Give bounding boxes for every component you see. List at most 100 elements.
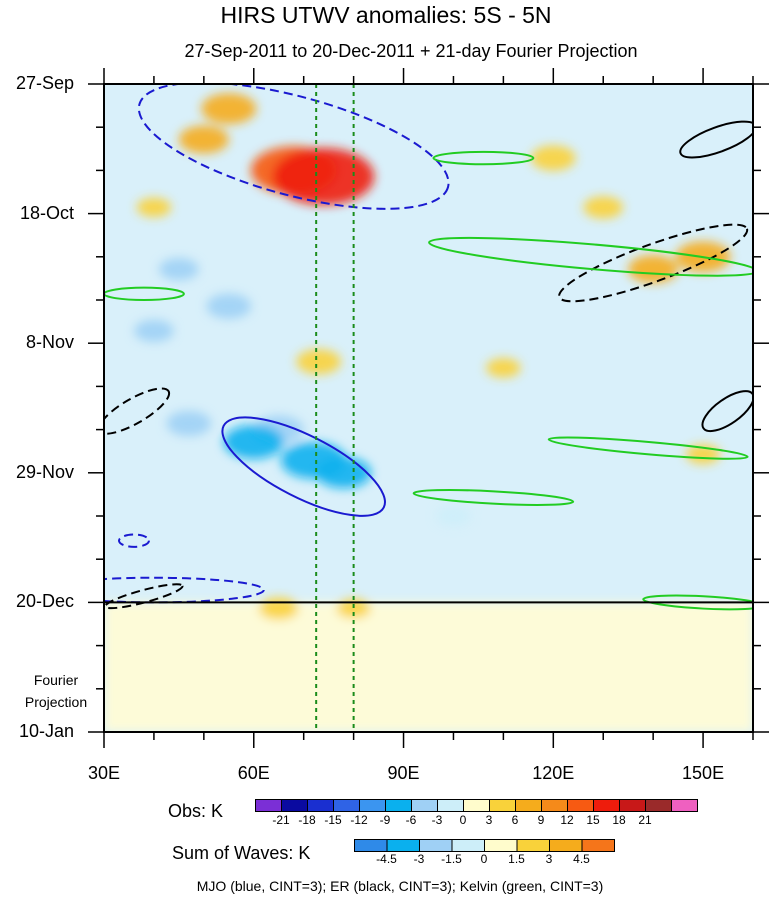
anomaly-patch [178, 125, 229, 154]
mjo-contour [117, 533, 150, 548]
colorbar-box [484, 839, 518, 852]
y-tick-label: 18-Oct [19, 202, 74, 223]
colorbar-box [541, 799, 568, 812]
colorbar-box [516, 839, 550, 852]
waves-colorbar-label: -1.5 [441, 852, 462, 866]
obs-colorbar-label: -3 [431, 813, 443, 827]
waves-colorbar [354, 839, 615, 852]
colorbar-box [515, 799, 542, 812]
obs-colorbar-label: -6 [405, 813, 417, 827]
y-tick-label: 27-Sep [15, 73, 74, 93]
anomaly-patch [486, 358, 521, 378]
anomaly-patch [336, 598, 371, 619]
colorbar-box [567, 799, 594, 812]
chart-title: HIRS UTWV anomalies: 5S - 5N [220, 2, 552, 28]
plot-frame [103, 83, 754, 733]
colorbar-box [333, 799, 360, 812]
obs-colorbar-label: 9 [537, 813, 545, 827]
obs-colorbar-label: -21 [272, 813, 290, 827]
er-contour [104, 583, 184, 610]
obs-legend-title: Obs: K [168, 801, 224, 821]
obs-colorbar-label: 0 [459, 813, 467, 827]
obs-colorbar [255, 799, 698, 812]
anomaly-patch [436, 506, 471, 526]
colorbar-box [307, 799, 334, 812]
chart-subtitle: 27-Sep-2011 to 20-Dec-2011 + 21-day Four… [184, 41, 638, 61]
x-tick-label: 120E [532, 763, 575, 783]
y-tick-label: 8-Nov [25, 332, 74, 353]
colorbar-box [671, 799, 698, 812]
anomaly-patch [206, 293, 252, 319]
anomaly-patch [583, 196, 624, 219]
anomaly-patch [166, 410, 212, 437]
kelvin-contour [642, 594, 753, 611]
y-tick-label: 20-Dec [15, 591, 74, 612]
colorbar-box [463, 799, 490, 812]
fourier-label-line2: Projection [24, 694, 88, 710]
colorbar-box [549, 839, 583, 852]
colorbar-box [385, 799, 412, 812]
anomaly-patch [136, 197, 172, 218]
colorbar-box [593, 799, 620, 812]
fourier-projection-label: Fourier Projection [14, 669, 98, 713]
kelvin-contour [104, 286, 185, 301]
obs-colorbar-label: 6 [511, 813, 519, 827]
waves-colorbar-label: -4.5 [376, 852, 397, 866]
anomaly-patch [134, 319, 174, 343]
kelvin-contour [412, 489, 575, 506]
colorbar-box [489, 799, 516, 812]
waves-colorbar-label: 3 [545, 852, 553, 866]
obs-colorbar-label: -9 [379, 813, 391, 827]
waves-colorbar-label: 0 [480, 852, 488, 866]
obs-colorbar-label: 21 [638, 813, 652, 827]
x-tick-label: 60E [237, 763, 270, 783]
anomaly-patch [273, 148, 375, 206]
colorbar-box [437, 799, 464, 812]
obs-colorbar-label: -15 [324, 813, 342, 827]
anomaly-patch [159, 257, 199, 281]
anomaly-patch [316, 457, 372, 489]
colorbar-box [645, 799, 672, 812]
waves-colorbar-label: 4.5 [573, 852, 590, 866]
colorbar-box [255, 799, 282, 812]
anomaly-patch [201, 93, 257, 125]
anomaly-patch [296, 349, 342, 375]
kelvin-contour [428, 236, 753, 277]
anomaly-patch [223, 425, 284, 459]
colorbar-box [419, 839, 453, 852]
colorbar-box [581, 839, 615, 852]
colorbar-box [359, 799, 386, 812]
obs-colorbar-label: 3 [485, 813, 493, 827]
colorbar-box [451, 839, 485, 852]
x-tick-label: 30E [87, 763, 121, 783]
colorbar-box [354, 839, 388, 852]
legend-footer: MJO (blue, CINT=3); ER (black, CINT=3); … [196, 878, 604, 894]
er-contour [679, 120, 753, 159]
obs-colorbar-label: 12 [560, 813, 574, 827]
anomaly-patch [530, 145, 576, 171]
anomaly-patch [628, 255, 679, 284]
obs-colorbar-label: -18 [298, 813, 316, 827]
er-contour [104, 387, 171, 435]
er-contour [558, 223, 749, 303]
y-tick-label: 29-Nov [15, 461, 74, 482]
mjo-contour [137, 84, 450, 210]
colorbar-box [281, 799, 308, 812]
projection-background [104, 602, 753, 732]
colorbar-box [619, 799, 646, 812]
obs-colorbar-label: 15 [586, 813, 600, 827]
mjo-contour [221, 416, 386, 517]
x-tick-label: 150E [682, 763, 725, 783]
colorbar-box [411, 799, 438, 812]
x-tick-label: 90E [387, 763, 420, 783]
kelvin-contour [432, 150, 535, 166]
waves-colorbar-label: 1.5 [508, 852, 525, 866]
anomaly-patch [258, 597, 299, 620]
colorbar-box [386, 839, 420, 852]
kelvin-contour [547, 436, 749, 460]
obs-colorbar-label: 18 [612, 813, 626, 827]
obs-colorbar-label: -12 [350, 813, 368, 827]
waves-colorbar-label: -3 [413, 852, 425, 866]
fourier-label-line1: Fourier [33, 672, 79, 688]
